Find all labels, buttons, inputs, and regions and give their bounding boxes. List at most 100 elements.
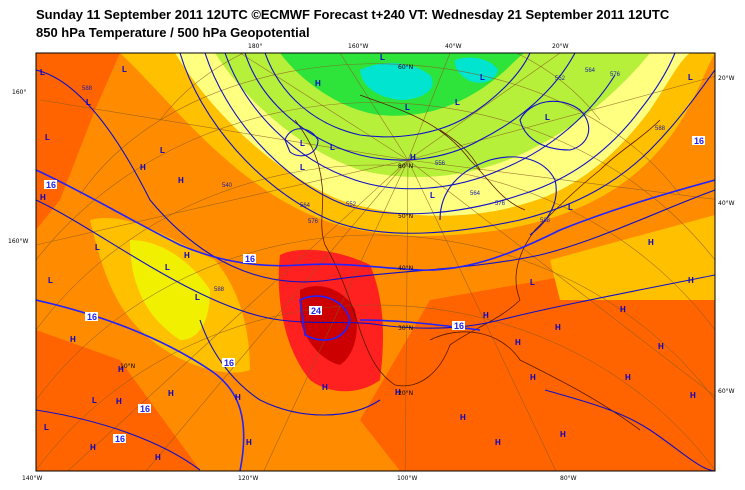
- geopotential-label: 576: [495, 201, 506, 207]
- warm-tropics: [360, 250, 715, 471]
- top-tick-label: 160°W: [348, 43, 368, 50]
- high-marker: H: [410, 153, 416, 162]
- low-marker: L: [165, 263, 170, 272]
- high-marker: H: [70, 335, 76, 344]
- pressure-markers: L L L L L L L L L L L L L L L L L L L L …: [40, 53, 696, 462]
- geopotential-label: 556: [435, 161, 446, 167]
- high-marker: H: [118, 365, 124, 374]
- low-marker: L: [455, 98, 460, 107]
- low-marker: L: [44, 423, 49, 432]
- gulf-stream-band: [550, 215, 715, 300]
- isotherm-label: 16: [87, 312, 97, 322]
- interior-graticule-labels: 80°N 60°N 50°N 40°N 30°N 20°N 10°N: [120, 64, 413, 397]
- low-marker: L: [45, 133, 50, 142]
- map-title-line1: Sunday 11 September 2011 12UTC ©ECMWF Fo…: [36, 7, 670, 22]
- map-frame: [35, 52, 716, 472]
- top-tick-label: 180°: [248, 43, 262, 50]
- geopotential-labels: 540 552 564 576 588 552 564 576 588 556 …: [82, 68, 666, 293]
- geopotential-label: 564: [585, 68, 596, 74]
- geopotential-contours: [36, 53, 715, 471]
- top-tick-label: 20°W: [552, 43, 569, 50]
- low-marker: L: [160, 146, 165, 155]
- geopotential-label: 552: [346, 202, 357, 208]
- low-marker: L: [95, 243, 100, 252]
- high-marker: H: [530, 373, 536, 382]
- high-marker: H: [155, 453, 161, 462]
- high-marker: H: [178, 176, 184, 185]
- geopotential-label: 576: [610, 72, 621, 78]
- high-marker: H: [495, 438, 501, 447]
- lat-label-30n: 30°N: [398, 325, 413, 332]
- high-marker: H: [555, 323, 561, 332]
- left-tick-label: 160°: [12, 89, 26, 96]
- low-marker: L: [40, 68, 45, 77]
- high-marker: H: [688, 276, 694, 285]
- warm-pacific-southwest: [36, 330, 200, 471]
- geopotential-label: 564: [300, 203, 311, 209]
- high-marker: H: [322, 383, 328, 392]
- low-marker: L: [405, 103, 410, 112]
- low-marker: L: [380, 53, 385, 62]
- geopotential-label: 588: [82, 86, 93, 92]
- bottom-tick-label: 100°W: [397, 475, 417, 482]
- high-marker: H: [690, 391, 696, 400]
- low-marker: L: [568, 203, 573, 212]
- low-marker: L: [300, 163, 305, 172]
- edge-tick-labels: 180° 160°W 40°W 20°W 160° 160°W 20°W 40°…: [8, 43, 735, 482]
- low-marker: L: [330, 143, 335, 152]
- isotherm-16: [36, 169, 715, 471]
- low-marker: L: [430, 191, 435, 200]
- high-marker: H: [483, 311, 489, 320]
- left-tick-label: 160°W: [8, 238, 28, 245]
- low-marker: L: [48, 276, 53, 285]
- right-tick-label: 40°W: [718, 200, 735, 207]
- geopotential-label: 540: [222, 183, 233, 189]
- high-marker: H: [90, 443, 96, 452]
- high-marker: H: [620, 305, 626, 314]
- low-marker: L: [480, 73, 485, 82]
- isotherm-label: 16: [245, 254, 255, 264]
- high-marker: H: [648, 238, 654, 247]
- high-marker: H: [460, 413, 466, 422]
- lat-label-80n: 80°N: [398, 163, 413, 170]
- bottom-tick-label: 120°W: [238, 475, 258, 482]
- geopotential-label: 588: [214, 287, 225, 293]
- lat-label-20n: 20°N: [398, 390, 413, 397]
- isotherm-labels: 16 16 16 16 16 16 16 16 24: [44, 136, 705, 444]
- low-marker: L: [122, 65, 127, 74]
- low-marker: L: [688, 73, 693, 82]
- pacific-yellow-core: [130, 240, 210, 340]
- isotherm-label: 16: [694, 136, 704, 146]
- high-marker: H: [395, 388, 401, 397]
- geopotential-label: 576: [308, 219, 319, 225]
- high-marker: H: [235, 393, 241, 402]
- geopotential-label: 588: [655, 126, 666, 132]
- bottom-tick-label: 140°W: [22, 475, 42, 482]
- isotherm-label: 16: [140, 404, 150, 414]
- top-tick-label: 40°W: [445, 43, 462, 50]
- isotherm-label: 16: [115, 434, 125, 444]
- low-marker: L: [300, 139, 305, 148]
- high-marker: H: [515, 338, 521, 347]
- lat-label-10n: 10°N: [120, 363, 135, 370]
- high-marker: H: [315, 79, 321, 88]
- coastlines: [294, 94, 661, 431]
- low-marker: L: [195, 293, 200, 302]
- high-marker: H: [140, 163, 146, 172]
- isotherm-label: 16: [46, 180, 56, 190]
- bottom-tick-label: 80°W: [560, 475, 577, 482]
- high-marker: H: [168, 389, 174, 398]
- map-title-line2: 850 hPa Temperature / 500 hPa Geopotenti…: [36, 25, 310, 40]
- lat-label-50n: 50°N: [398, 213, 413, 220]
- geopotential-label: 588: [540, 218, 551, 224]
- high-marker: H: [40, 193, 46, 202]
- low-marker: L: [92, 396, 97, 405]
- high-marker: H: [184, 251, 190, 260]
- low-marker: L: [86, 98, 91, 107]
- isotherm-label: 16: [224, 358, 234, 368]
- low-marker: L: [530, 278, 535, 287]
- low-marker: L: [545, 113, 550, 122]
- isotherm-label: 24: [311, 306, 321, 316]
- high-marker: H: [625, 373, 631, 382]
- right-tick-label: 20°W: [718, 75, 735, 82]
